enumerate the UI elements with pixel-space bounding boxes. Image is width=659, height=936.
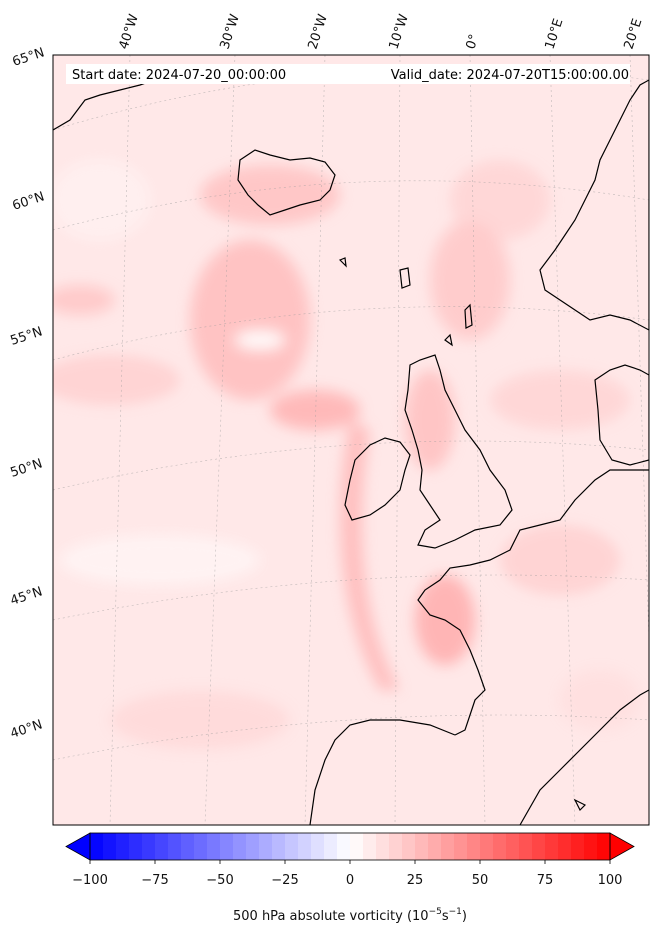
latitude-label: 55°N xyxy=(9,324,45,348)
colorbar-segment xyxy=(285,833,299,860)
colorbar-segment xyxy=(454,833,468,860)
colorbar-ticks: −100 −75 −50 −25 0 25 50 75 100 xyxy=(72,860,622,888)
colorbar-segment xyxy=(558,833,572,860)
longitude-label: 30°W xyxy=(218,12,243,51)
graticule xyxy=(53,55,649,825)
colorbar-segment xyxy=(584,833,598,860)
colorbar-segment xyxy=(155,833,169,860)
colorbar-segment xyxy=(298,833,312,860)
colorbar-min-extend xyxy=(65,832,91,861)
colorbar-tick-label: −25 xyxy=(271,873,298,888)
colorbar-segment xyxy=(129,833,143,860)
start-date-label: Start date: 2024-07-20_00:00:00 xyxy=(72,68,286,83)
colorbar-label: 500 hPa absolute vorticity (10−5s−1) xyxy=(233,907,467,924)
colorbar-segment xyxy=(259,833,273,860)
longitude-label: 20°W xyxy=(306,12,331,51)
header-box xyxy=(66,64,630,84)
colorbar-segment xyxy=(480,833,494,860)
colorbar-segment xyxy=(506,833,520,860)
colorbar-segment xyxy=(376,833,390,860)
colorbar-max-extend xyxy=(609,832,635,861)
colorbar-segment xyxy=(246,833,260,860)
colorbar-segment xyxy=(337,833,351,860)
colorbar-segment xyxy=(181,833,195,860)
colorbar-segment xyxy=(207,833,221,860)
longitude-labels: 40°W 30°W 20°W 10°W 0° 10°E 20°E xyxy=(117,12,646,51)
colorbar-segment xyxy=(220,833,234,860)
colorbar-segment xyxy=(116,833,130,860)
longitude-label: 20°E xyxy=(622,17,646,51)
colorbar-segment xyxy=(415,833,429,860)
latitude-label: 45°N xyxy=(9,584,45,608)
colorbar-segment xyxy=(467,833,481,860)
colorbar-segment xyxy=(194,833,208,860)
colorbar-tick-label: 75 xyxy=(537,873,554,888)
colorbar-segment xyxy=(233,833,247,860)
colorbar-segment xyxy=(545,833,559,860)
latitude-label: 60°N xyxy=(11,189,47,213)
colorbar-segment xyxy=(389,833,403,860)
longitude-label: 10°W xyxy=(387,12,412,51)
colorbar-segment xyxy=(597,833,611,860)
colorbar-segment xyxy=(350,833,364,860)
colorbar-segment xyxy=(571,833,585,860)
latitude-labels: 65°N 60°N 55°N 50°N 45°N 40°N xyxy=(9,45,47,741)
colorbar-segment xyxy=(90,833,104,860)
longitude-label: 40°W xyxy=(117,12,142,51)
colorbar-segment xyxy=(428,833,442,860)
longitude-label: 0° xyxy=(464,33,483,52)
colorbar-segment xyxy=(441,833,455,860)
colorbar-segment xyxy=(272,833,286,860)
colorbar-segment xyxy=(311,833,325,860)
colorbar-segment xyxy=(103,833,117,860)
vorticity-field xyxy=(53,55,649,825)
colorbar-tick-label: 0 xyxy=(346,873,354,888)
colorbar-segment xyxy=(142,833,156,860)
colorbar-tick-label: −75 xyxy=(141,873,168,888)
colorbar-segment xyxy=(324,833,338,860)
colorbar-segment xyxy=(363,833,377,860)
longitude-label: 10°E xyxy=(543,17,567,51)
colorbar-tick-label: 25 xyxy=(407,873,424,888)
valid-date-label: Valid_date: 2024-07-20T15:00:00.00 xyxy=(391,68,629,83)
colorbar-segment xyxy=(519,833,533,860)
colorbar-tick-label: −50 xyxy=(206,873,233,888)
plot-frame xyxy=(52,54,650,826)
colorbar-segment xyxy=(402,833,416,860)
latitude-label: 40°N xyxy=(9,717,45,741)
colorbar-segment xyxy=(493,833,507,860)
latitude-label: 65°N xyxy=(11,45,47,69)
colorbar xyxy=(65,832,635,861)
colorbar-tick-label: 50 xyxy=(472,873,489,888)
colorbar-segment xyxy=(168,833,182,860)
latitude-label: 50°N xyxy=(9,456,45,480)
colorbar-tick-label: 100 xyxy=(598,873,623,888)
colorbar-segment xyxy=(532,833,546,860)
colorbar-tick-label: −100 xyxy=(72,873,108,888)
